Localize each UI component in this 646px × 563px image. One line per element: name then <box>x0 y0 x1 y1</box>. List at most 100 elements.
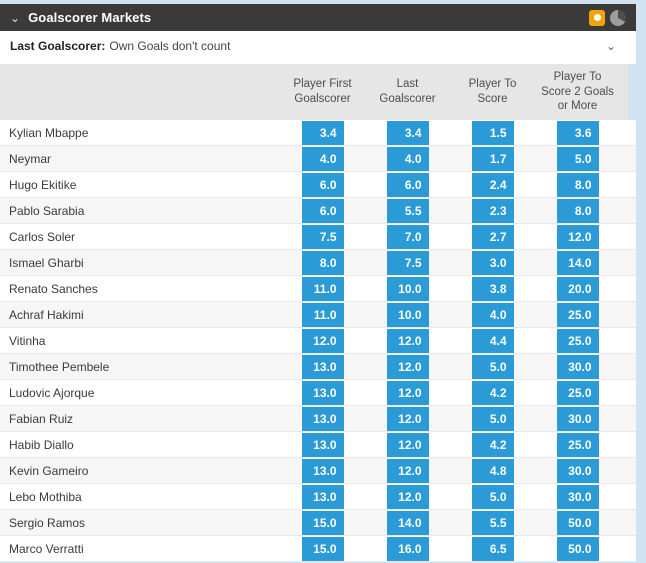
odds-button[interactable]: 4.8 <box>471 458 514 483</box>
odds-button[interactable]: 20.0 <box>556 276 599 301</box>
odds-button[interactable]: 15.0 <box>301 510 344 535</box>
odds-button[interactable]: 30.0 <box>556 484 599 509</box>
odds-button[interactable]: 6.0 <box>301 172 344 197</box>
player-name: Fabian Ruiz <box>9 411 74 426</box>
table-row: Carlos Soler 7.5 7.0 2.7 12.0 <box>0 224 636 250</box>
table-row: Ludovic Ajorque 13.0 12.0 4.2 25.0 <box>0 380 636 406</box>
odds-button[interactable]: 12.0 <box>386 432 429 457</box>
odds-button[interactable]: 7.5 <box>301 224 344 249</box>
odds-button[interactable]: 13.0 <box>301 406 344 431</box>
odds-button[interactable]: 13.0 <box>301 432 344 457</box>
odds-button[interactable]: 12.0 <box>301 328 344 353</box>
odds-button[interactable]: 5.0 <box>471 354 514 379</box>
odds-button[interactable]: 12.0 <box>386 380 429 405</box>
odds-button[interactable]: 3.8 <box>471 276 514 301</box>
column-header-score-2-or-more: Player To Score 2 Goals or More <box>541 70 614 113</box>
odds-button[interactable]: 4.0 <box>301 146 344 171</box>
odds-button[interactable]: 6.0 <box>301 198 344 223</box>
odds-table-body: Kylian Mbappe 3.4 3.4 1.5 3.6 Neymar 4.0… <box>0 120 636 562</box>
odds-button[interactable]: 3.0 <box>471 250 514 275</box>
odds-button[interactable]: 3.4 <box>386 120 429 145</box>
market-header-bar[interactable]: ⌄ Goalscorer Markets <box>0 4 636 31</box>
odds-button[interactable]: 8.0 <box>301 250 344 275</box>
odds-button[interactable]: 12.0 <box>386 406 429 431</box>
player-name: Carlos Soler <box>9 229 76 244</box>
highlight-card-icon[interactable] <box>589 9 605 26</box>
expand-chevron-icon[interactable]: ⌄ <box>605 39 616 53</box>
odds-button[interactable]: 12.0 <box>386 354 429 379</box>
odds-button[interactable]: 12.0 <box>386 328 429 353</box>
odds-button[interactable]: 3.4 <box>301 120 344 145</box>
table-row: Renato Sanches 11.0 10.0 3.8 20.0 <box>0 276 636 302</box>
odds-button[interactable]: 10.0 <box>386 302 429 327</box>
odds-button[interactable]: 50.0 <box>556 536 599 561</box>
odds-column-header-row: Player First Goalscorer Last Goalscorer … <box>0 64 628 120</box>
odds-button[interactable]: 7.0 <box>386 224 429 249</box>
odds-button[interactable]: 5.5 <box>471 510 514 535</box>
column-header-last-goalscorer: Last Goalscorer <box>379 78 436 105</box>
odds-button[interactable]: 10.0 <box>386 276 429 301</box>
player-name: Pablo Sarabia <box>9 203 85 218</box>
odds-button[interactable]: 12.0 <box>386 484 429 509</box>
odds-button[interactable]: 5.0 <box>471 406 514 431</box>
table-row: Fabian Ruiz 13.0 12.0 5.0 30.0 <box>0 406 636 432</box>
odds-button[interactable]: 13.0 <box>301 354 344 379</box>
odds-button[interactable]: 25.0 <box>556 432 599 457</box>
odds-button[interactable]: 30.0 <box>556 406 599 431</box>
table-row: Pablo Sarabia 6.0 5.5 2.3 8.0 <box>0 198 636 224</box>
odds-button[interactable]: 13.0 <box>301 380 344 405</box>
table-row: Neymar 4.0 4.0 1.7 5.0 <box>0 146 636 172</box>
odds-button[interactable]: 30.0 <box>556 458 599 483</box>
odds-button[interactable]: 2.3 <box>471 198 514 223</box>
odds-button[interactable]: 8.0 <box>556 172 599 197</box>
odds-button[interactable]: 6.0 <box>386 172 429 197</box>
odds-button[interactable]: 7.5 <box>386 250 429 275</box>
odds-button[interactable]: 5.0 <box>471 484 514 509</box>
odds-button[interactable]: 15.0 <box>301 536 344 561</box>
odds-button[interactable]: 5.0 <box>556 146 599 171</box>
odds-button[interactable]: 4.2 <box>471 432 514 457</box>
rule-label: Last Goalscorer: <box>10 39 106 53</box>
odds-button[interactable]: 4.2 <box>471 380 514 405</box>
table-row: Marco Verratti 15.0 16.0 6.5 50.0 <box>0 536 636 562</box>
odds-button[interactable]: 2.7 <box>471 224 514 249</box>
odds-button[interactable]: 1.7 <box>471 146 514 171</box>
odds-button[interactable]: 2.4 <box>471 172 514 197</box>
last-goalscorer-rule-bar[interactable]: Last Goalscorer: Own Goals don't count ⌄ <box>0 31 636 61</box>
player-name: Vitinha <box>9 333 46 348</box>
header-icon-group <box>589 9 626 26</box>
odds-button[interactable]: 14.0 <box>556 250 599 275</box>
odds-button[interactable]: 12.0 <box>386 458 429 483</box>
odds-button[interactable]: 14.0 <box>386 510 429 535</box>
table-row: Achraf Hakimi 11.0 10.0 4.0 25.0 <box>0 302 636 328</box>
odds-button[interactable]: 4.0 <box>471 302 514 327</box>
table-row: Kevin Gameiro 13.0 12.0 4.8 30.0 <box>0 458 636 484</box>
column-header-first-goalscorer: Player First Goalscorer <box>293 78 352 105</box>
odds-button[interactable]: 16.0 <box>386 536 429 561</box>
odds-button[interactable]: 13.0 <box>301 458 344 483</box>
player-name: Neymar <box>9 151 52 166</box>
odds-button[interactable]: 12.0 <box>556 224 599 249</box>
odds-button[interactable]: 13.0 <box>301 484 344 509</box>
odds-button[interactable]: 25.0 <box>556 328 599 353</box>
player-name: Ludovic Ajorque <box>9 385 95 400</box>
odds-button[interactable]: 8.0 <box>556 198 599 223</box>
odds-button[interactable]: 30.0 <box>556 354 599 379</box>
odds-button[interactable]: 11.0 <box>301 276 344 301</box>
odds-button[interactable]: 6.5 <box>471 536 514 561</box>
player-name: Kylian Mbappe <box>9 125 89 140</box>
odds-button[interactable]: 3.6 <box>556 120 599 145</box>
odds-button[interactable]: 4.0 <box>386 146 429 171</box>
odds-button[interactable]: 1.5 <box>471 120 514 145</box>
odds-button[interactable]: 5.5 <box>386 198 429 223</box>
market-title: Goalscorer Markets <box>28 10 152 25</box>
table-row: Lebo Mothiba 13.0 12.0 5.0 30.0 <box>0 484 636 510</box>
odds-button[interactable]: 25.0 <box>556 380 599 405</box>
table-row: Timothee Pembele 13.0 12.0 5.0 30.0 <box>0 354 636 380</box>
odds-button[interactable]: 50.0 <box>556 510 599 535</box>
clock-icon[interactable] <box>610 9 626 26</box>
odds-button[interactable]: 4.4 <box>471 328 514 353</box>
player-name: Hugo Ekitike <box>9 177 77 192</box>
odds-button[interactable]: 11.0 <box>301 302 344 327</box>
odds-button[interactable]: 25.0 <box>556 302 599 327</box>
